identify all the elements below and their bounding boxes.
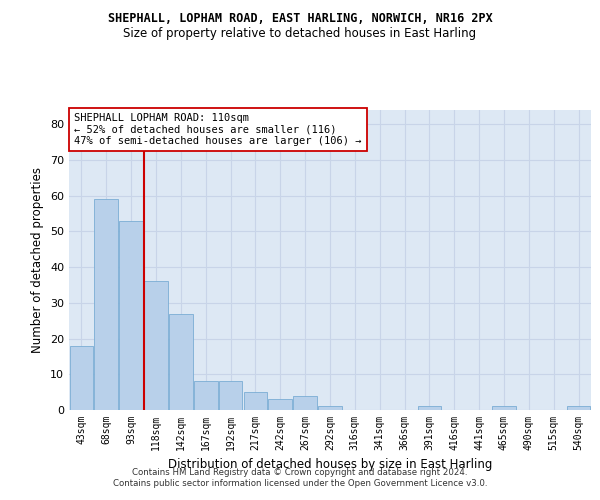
Y-axis label: Number of detached properties: Number of detached properties [31, 167, 44, 353]
Bar [293, 396, 317, 410]
Text: Size of property relative to detached houses in East Harling: Size of property relative to detached ho… [124, 28, 476, 40]
Text: SHEPHALL, LOPHAM ROAD, EAST HARLING, NORWICH, NR16 2PX: SHEPHALL, LOPHAM ROAD, EAST HARLING, NOR… [107, 12, 493, 26]
Bar [70, 346, 93, 410]
Text: SHEPHALL LOPHAM ROAD: 110sqm
← 52% of detached houses are smaller (116)
47% of s: SHEPHALL LOPHAM ROAD: 110sqm ← 52% of de… [74, 113, 362, 146]
Bar [169, 314, 193, 410]
Bar [318, 406, 342, 410]
Bar [194, 382, 218, 410]
Bar [119, 220, 143, 410]
Bar [94, 200, 118, 410]
Bar [268, 400, 292, 410]
Bar [492, 406, 516, 410]
Bar [219, 382, 242, 410]
Text: Contains HM Land Registry data © Crown copyright and database right 2024.
Contai: Contains HM Land Registry data © Crown c… [113, 468, 487, 487]
Bar [418, 406, 441, 410]
Bar [567, 406, 590, 410]
Bar [144, 282, 168, 410]
Bar [244, 392, 267, 410]
X-axis label: Distribution of detached houses by size in East Harling: Distribution of detached houses by size … [168, 458, 492, 471]
